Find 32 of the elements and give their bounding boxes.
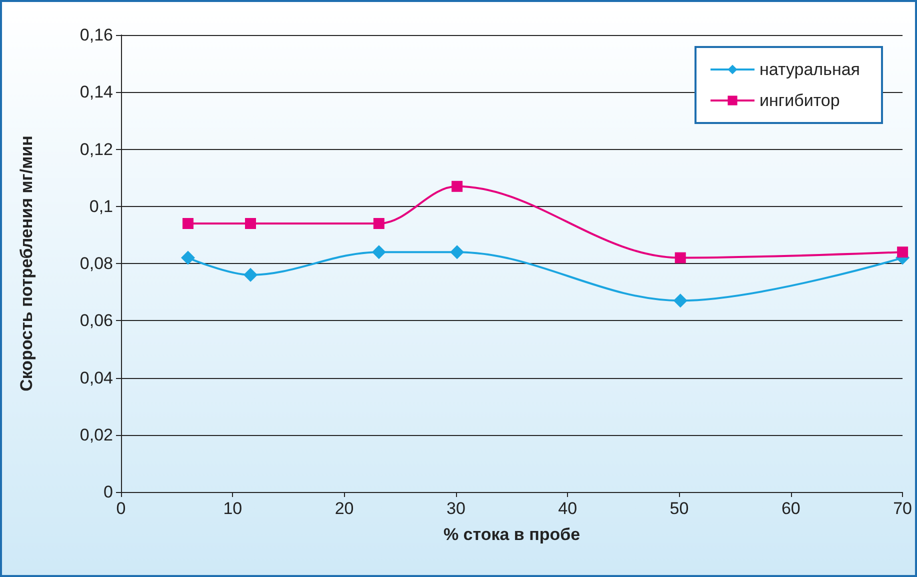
point [450, 245, 464, 260]
x-tick-label: 20 [334, 499, 354, 518]
y-tick-label: 0,14 [80, 82, 113, 102]
x-tick-label: 30 [446, 499, 466, 518]
point [897, 246, 908, 258]
x-tick-label: 70 [893, 499, 912, 518]
y-tick-label: 0,12 [80, 140, 113, 159]
legend-label: натуральная [760, 60, 860, 79]
point [674, 252, 686, 264]
y-tick-label: 0,04 [80, 368, 113, 388]
x-tick-label: 40 [558, 499, 578, 518]
y-tick-label: 0 [104, 482, 113, 502]
y-tick-label: 0,16 [80, 26, 113, 44]
point [180, 250, 195, 265]
y-axis-title: Скорость потребления мг/мин [17, 136, 36, 392]
x-tick-label: 10 [223, 499, 242, 518]
legend-label: ингибитор [760, 91, 840, 110]
y-tick-label: 0,08 [80, 254, 113, 273]
y-tick-label: 0,1 [89, 196, 113, 216]
point [245, 218, 256, 230]
x-axis-title: % стока в пробе [443, 525, 580, 544]
point [182, 218, 194, 230]
x-tick-label: 50 [670, 499, 689, 518]
point [244, 268, 258, 282]
point [373, 218, 384, 230]
x-tick-label: 60 [781, 499, 800, 518]
x-tick-label: 0 [116, 499, 126, 518]
point [452, 180, 463, 192]
y-tick-label: 0,02 [80, 425, 113, 444]
point [673, 294, 688, 308]
y-tick-label: 0,06 [80, 311, 113, 330]
point [372, 245, 386, 260]
